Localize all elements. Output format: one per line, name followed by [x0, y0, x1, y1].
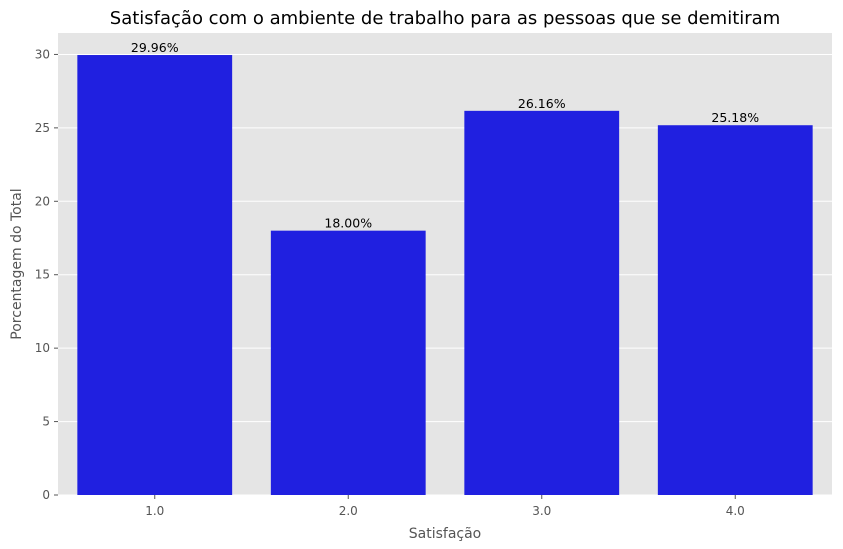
bar [464, 110, 620, 496]
y-tick-label: 5 [42, 415, 50, 429]
y-tick-label: 0 [42, 488, 50, 502]
bar-value-label: 18.00% [324, 216, 372, 231]
bar-value-label: 25.18% [711, 110, 759, 125]
y-axis-ticks: 0 5 10 15 20 25 30 [35, 47, 58, 502]
x-axis-label: Satisfação [409, 526, 482, 542]
bar [657, 125, 813, 495]
y-tick-label: 10 [35, 341, 50, 355]
bars [77, 55, 813, 496]
bar [77, 55, 233, 495]
x-tick-label: 2.0 [339, 504, 358, 518]
x-tick-label: 3.0 [532, 504, 551, 518]
chart-title: Satisfação com o ambiente de trabalho pa… [110, 8, 780, 29]
bar-value-label: 26.16% [518, 96, 566, 111]
x-tick-label: 1.0 [145, 504, 164, 518]
y-tick-label: 25 [35, 121, 50, 135]
bar-labels: 29.96% 18.00% 26.16% 25.18% [131, 40, 759, 231]
x-tick-label: 4.0 [726, 504, 745, 518]
bar [270, 230, 426, 495]
bar-value-label: 29.96% [131, 40, 179, 55]
y-tick-label: 30 [35, 47, 50, 61]
y-tick-label: 20 [35, 194, 50, 208]
y-axis-label: Porcentagem do Total [9, 188, 25, 339]
x-axis-ticks: 1.0 2.0 3.0 4.0 [145, 495, 745, 518]
y-tick-label: 15 [35, 268, 50, 282]
